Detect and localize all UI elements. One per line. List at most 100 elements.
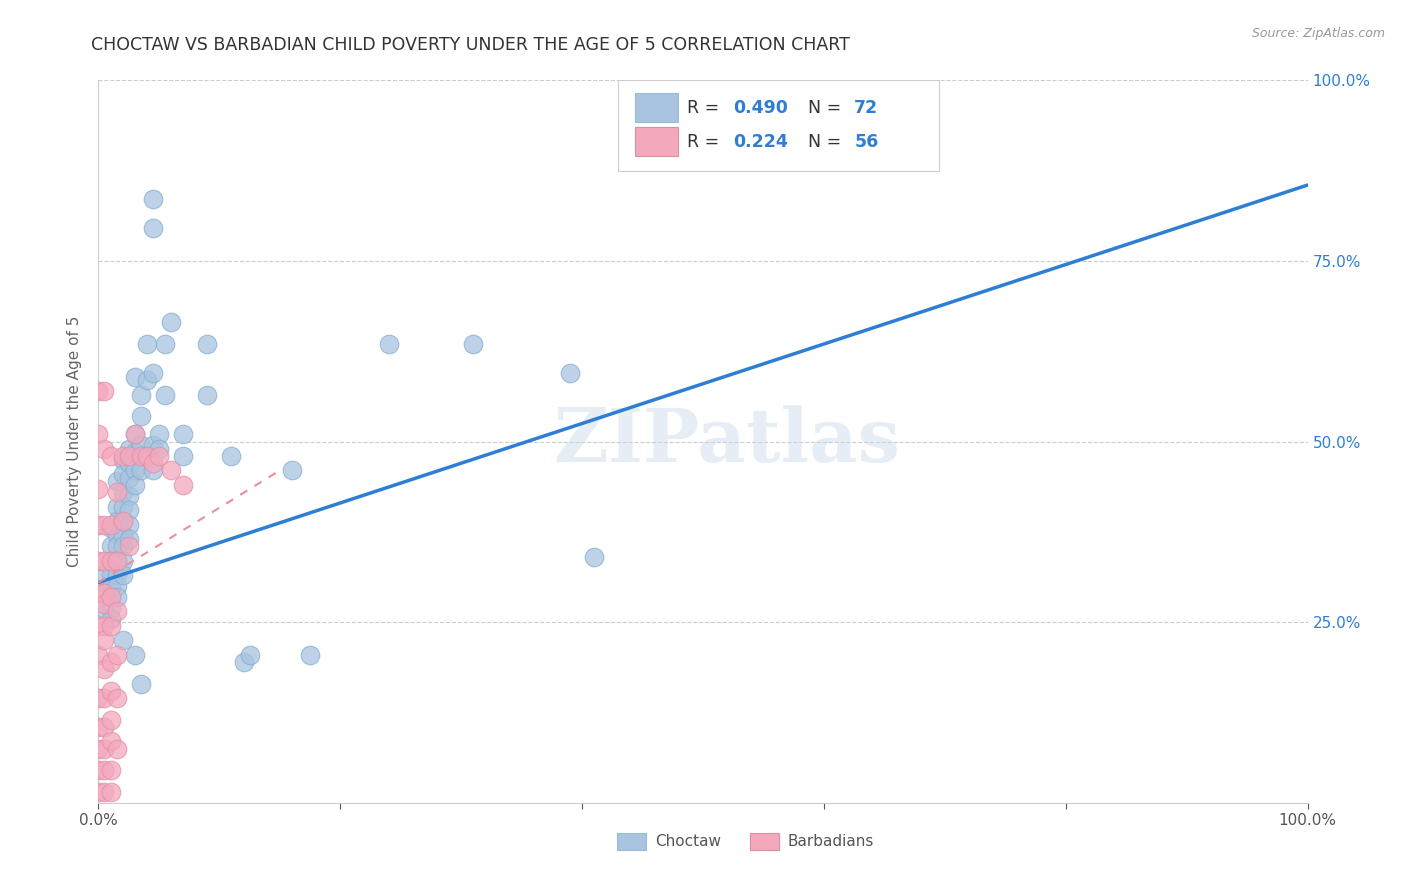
Point <box>377 337 399 351</box>
Point <box>153 337 176 351</box>
Point <box>142 366 165 380</box>
Text: ZIPatlas: ZIPatlas <box>554 405 901 478</box>
Point <box>105 579 128 593</box>
Point <box>100 579 122 593</box>
Point <box>87 648 110 662</box>
Point <box>105 485 128 500</box>
Point <box>105 741 128 756</box>
Point <box>87 741 110 756</box>
Text: N =: N = <box>808 99 846 117</box>
Point <box>105 554 128 568</box>
Point <box>583 550 606 565</box>
Point <box>129 387 152 401</box>
Point <box>87 619 110 633</box>
Point <box>111 514 134 528</box>
Point <box>100 539 122 553</box>
Point <box>100 600 122 615</box>
Point <box>100 590 122 604</box>
Point <box>148 449 170 463</box>
Point <box>111 514 134 528</box>
Point <box>100 611 122 625</box>
Point <box>93 384 115 398</box>
Point <box>105 554 128 568</box>
Point <box>111 528 134 542</box>
Point <box>87 785 110 799</box>
Text: Source: ZipAtlas.com: Source: ZipAtlas.com <box>1251 27 1385 40</box>
Point <box>105 604 128 618</box>
Text: N =: N = <box>808 133 846 151</box>
Point <box>93 554 115 568</box>
Point <box>118 539 141 553</box>
Point <box>195 337 218 351</box>
Point <box>135 373 157 387</box>
Point <box>124 369 146 384</box>
Point <box>93 633 115 648</box>
Point <box>105 648 128 662</box>
Point <box>118 489 141 503</box>
Point <box>299 648 322 662</box>
Point <box>100 554 122 568</box>
Point <box>232 655 254 669</box>
Point <box>87 764 110 778</box>
Point <box>148 442 170 456</box>
Text: R =: R = <box>688 133 725 151</box>
Point <box>195 387 218 401</box>
Text: Choctaw: Choctaw <box>655 834 721 849</box>
Point <box>118 517 141 532</box>
Point <box>129 409 152 424</box>
Point <box>111 633 134 648</box>
Point <box>124 427 146 442</box>
Point <box>124 445 146 459</box>
Point <box>93 691 115 706</box>
Text: R =: R = <box>688 99 725 117</box>
FancyBboxPatch shape <box>619 80 939 170</box>
Point <box>105 539 128 553</box>
Point <box>100 734 122 748</box>
Point <box>87 554 110 568</box>
Point <box>93 741 115 756</box>
Text: CHOCTAW VS BARBADIAN CHILD POVERTY UNDER THE AGE OF 5 CORRELATION CHART: CHOCTAW VS BARBADIAN CHILD POVERTY UNDER… <box>91 36 851 54</box>
Point <box>118 442 141 456</box>
Point <box>105 590 128 604</box>
Point <box>142 463 165 477</box>
Point <box>142 221 165 235</box>
Point <box>111 449 134 463</box>
Point <box>221 449 243 463</box>
Point <box>87 586 110 600</box>
Point <box>93 568 115 582</box>
Point <box>93 764 115 778</box>
Point <box>105 528 128 542</box>
Point <box>172 478 194 492</box>
Point <box>172 449 194 463</box>
Point <box>111 500 134 514</box>
Point <box>93 720 115 734</box>
FancyBboxPatch shape <box>636 94 678 122</box>
Point <box>111 452 134 467</box>
Point <box>160 315 183 329</box>
Point <box>87 720 110 734</box>
Point <box>87 384 110 398</box>
Point <box>93 785 115 799</box>
Point <box>118 503 141 517</box>
Point <box>105 691 128 706</box>
Point <box>637 73 659 87</box>
Point <box>105 514 128 528</box>
Point <box>87 427 110 442</box>
Point <box>463 337 485 351</box>
Point <box>87 517 110 532</box>
Point <box>129 438 152 452</box>
Point <box>124 478 146 492</box>
Point <box>100 568 122 582</box>
Point <box>111 568 134 582</box>
Point <box>153 387 176 401</box>
Point <box>135 449 157 463</box>
Point <box>87 482 110 496</box>
Point <box>281 463 304 477</box>
Point <box>100 590 122 604</box>
Point <box>142 193 165 207</box>
Point <box>93 442 115 456</box>
Point <box>105 475 128 489</box>
Point <box>93 662 115 676</box>
Point <box>100 619 122 633</box>
Point <box>100 785 122 799</box>
